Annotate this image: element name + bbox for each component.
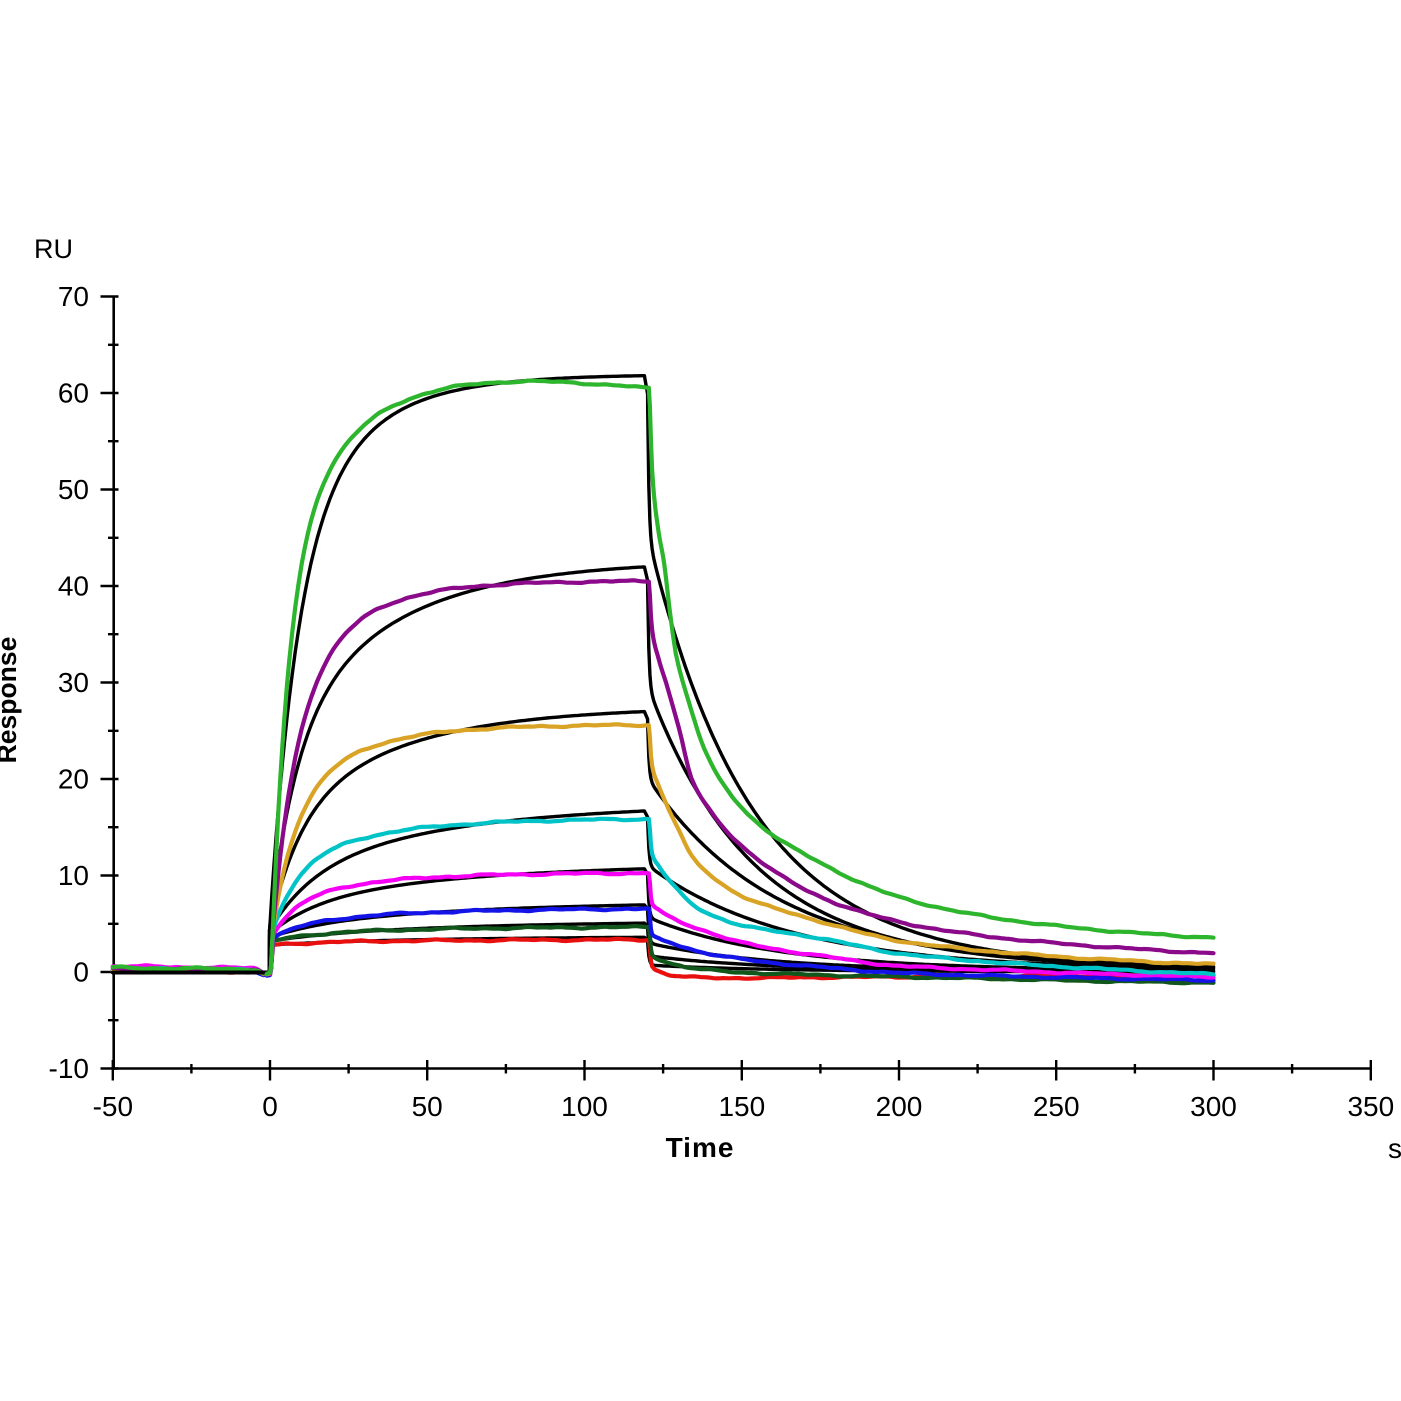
svg-text:300: 300 bbox=[1190, 1091, 1237, 1122]
svg-text:s: s bbox=[1388, 1133, 1401, 1164]
svg-text:350: 350 bbox=[1347, 1091, 1394, 1122]
svg-text:40: 40 bbox=[58, 571, 89, 602]
svg-text:0: 0 bbox=[262, 1091, 278, 1122]
svg-text:250: 250 bbox=[1033, 1091, 1080, 1122]
svg-text:Time: Time bbox=[666, 1132, 735, 1163]
svg-text:100: 100 bbox=[561, 1091, 608, 1122]
svg-text:20: 20 bbox=[58, 764, 89, 795]
svg-text:RU: RU bbox=[34, 234, 73, 264]
svg-text:10: 10 bbox=[58, 860, 89, 891]
svg-text:Response: Response bbox=[0, 637, 22, 764]
svg-text:60: 60 bbox=[58, 378, 89, 409]
svg-text:30: 30 bbox=[58, 667, 89, 698]
svg-text:200: 200 bbox=[876, 1091, 923, 1122]
svg-text:0: 0 bbox=[73, 957, 89, 988]
svg-text:150: 150 bbox=[718, 1091, 765, 1122]
svg-text:-10: -10 bbox=[49, 1053, 89, 1084]
svg-text:-50: -50 bbox=[93, 1091, 133, 1122]
svg-text:70: 70 bbox=[58, 281, 89, 312]
svg-text:50: 50 bbox=[412, 1091, 443, 1122]
svg-text:50: 50 bbox=[58, 474, 89, 505]
